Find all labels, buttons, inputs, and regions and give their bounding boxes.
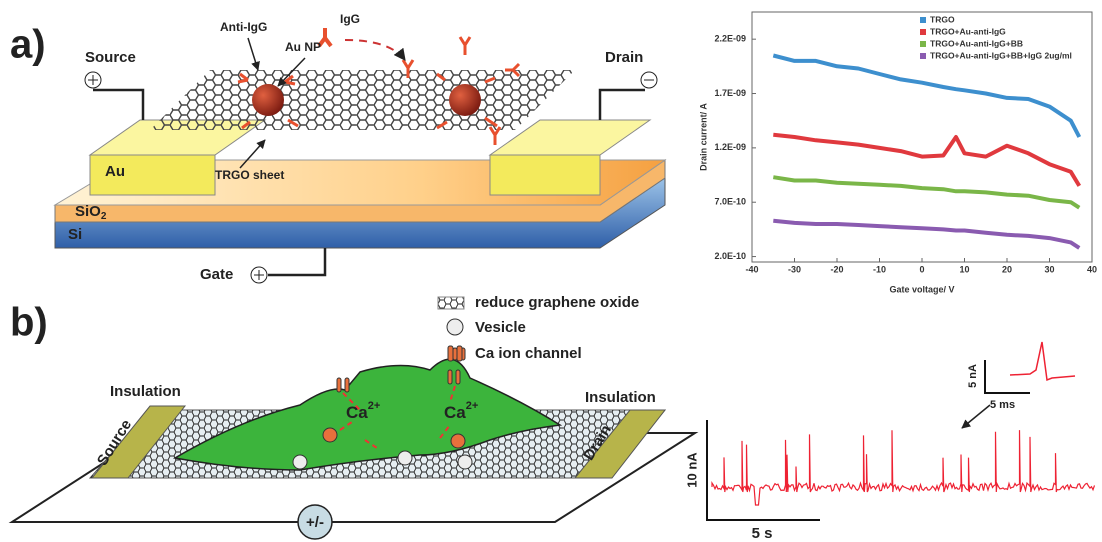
- chart: Drain current/ A Gate voltage/ V 2.0E-10…: [698, 12, 1097, 294]
- figure: a) Source Drain Anti-IgG Au NP IgG Au TR…: [0, 0, 1102, 542]
- label-text: Ca: [346, 403, 368, 422]
- au-nanoparticle: [449, 84, 481, 116]
- x-tick-label: -20: [830, 264, 843, 274]
- series-line: [773, 177, 1079, 208]
- label-subscript: 2: [101, 211, 107, 222]
- label: Anti-IgG: [220, 20, 267, 34]
- y-tick-label: 7.0E-10: [714, 197, 746, 207]
- legend-graphene: [438, 297, 464, 309]
- legend-text: TRGO+Au-anti-IgG: [930, 26, 1006, 36]
- au-nanoparticle: [252, 84, 284, 116]
- current-trace: [712, 430, 1095, 505]
- pointer: [248, 38, 258, 70]
- panel-label: b): [10, 301, 48, 345]
- graphene-sheet: [150, 70, 575, 130]
- scale-bar: [985, 360, 1030, 393]
- label: Source: [85, 49, 136, 66]
- label-text: Ca: [444, 403, 466, 422]
- y-tick-label: 2.2E-09: [714, 34, 746, 44]
- panel-b-schematic: b) reduce graphene oxide Vesicle Ca ion …: [10, 294, 695, 539]
- y-tick-label: 1.2E-09: [714, 142, 746, 152]
- legend-marker: [920, 17, 926, 23]
- x-tick-label: 20: [1002, 264, 1012, 274]
- x-tick-label: -30: [788, 264, 801, 274]
- x-tick-label: -10: [873, 264, 886, 274]
- label: Drain: [605, 49, 643, 66]
- legend-text: reduce graphene oxide: [475, 294, 639, 311]
- series-line: [773, 221, 1079, 248]
- legend-marker: [920, 41, 926, 47]
- au-right: [490, 155, 600, 195]
- drain-wire: [600, 90, 645, 120]
- legend-vesicle: [447, 319, 463, 335]
- label: +/-: [306, 514, 324, 531]
- x-axis-label: Gate voltage/ V: [889, 284, 954, 294]
- x-tick-label: 30: [1044, 264, 1054, 274]
- scale-label: 10 nA: [684, 452, 699, 488]
- label-superscript: 2+: [368, 400, 381, 412]
- label-text: SiO: [75, 203, 101, 220]
- scale-label: 5 ms: [990, 399, 1015, 411]
- legend-text: TRGO+Au-anti-IgG+BB+IgG 2ug/ml: [930, 50, 1072, 60]
- label: Gate: [200, 266, 233, 283]
- source-wire: [93, 90, 143, 120]
- label: Insulation: [110, 383, 181, 400]
- label: TRGO sheet: [215, 168, 284, 182]
- x-tick-label: 0: [919, 264, 924, 274]
- legend-marker: [920, 29, 926, 35]
- y-axis-label: Drain current/ A: [698, 103, 708, 171]
- label-superscript: 2+: [466, 400, 479, 412]
- pointer: [962, 405, 990, 428]
- scale-label: 5 s: [752, 525, 773, 542]
- recording: 5 nA 5 ms 10 nA 5 s: [684, 342, 1094, 542]
- label: Au: [105, 163, 125, 180]
- legend-text: Vesicle: [475, 319, 526, 336]
- legend-text: TRGO: [930, 14, 955, 24]
- label: IgG: [340, 12, 360, 26]
- x-tick-label: -40: [745, 264, 758, 274]
- y-tick-label: 1.7E-09: [714, 88, 746, 98]
- x-tick-label: 10: [959, 264, 969, 274]
- legend-text: TRGO+Au-anti-IgG+BB: [930, 38, 1023, 48]
- legend-text: Ca ion channel: [475, 345, 582, 362]
- label: Si: [68, 226, 82, 243]
- label: Au NP: [285, 40, 321, 54]
- inset-spike: [1010, 342, 1075, 380]
- series-line: [773, 56, 1079, 138]
- panel-a-schematic: a) Source Drain Anti-IgG Au NP IgG Au TR…: [10, 12, 665, 283]
- gate-wire: [268, 248, 325, 275]
- x-tick-label: 40: [1087, 264, 1097, 274]
- label: Insulation: [585, 389, 656, 406]
- legend-marker: [920, 53, 926, 59]
- binding-arrow: [345, 40, 405, 60]
- scale-label: 5 nA: [967, 364, 979, 388]
- y-tick-label: 2.0E-10: [714, 251, 746, 261]
- series-line: [773, 135, 1079, 186]
- panel-label: a): [10, 23, 46, 67]
